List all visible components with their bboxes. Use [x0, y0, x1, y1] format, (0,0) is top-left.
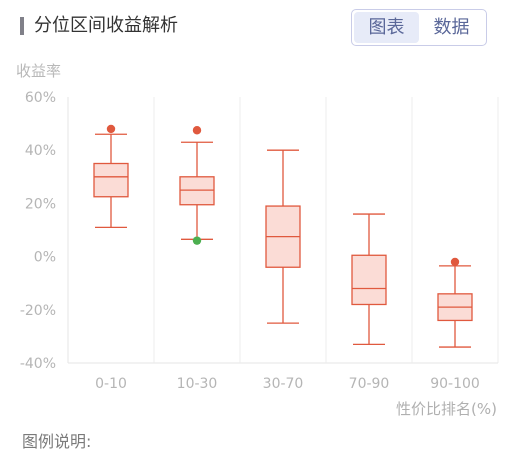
header: 分位区间收益解析 图表 数据: [0, 0, 508, 58]
iqr-box: [93, 162, 129, 198]
y-axis-label: 收益率: [16, 62, 62, 80]
view-toggle: 图表 数据: [351, 9, 487, 46]
box-30-70: [265, 149, 301, 324]
outlier-point: [192, 126, 202, 135]
iqr-box: [351, 254, 387, 306]
data-view-button[interactable]: 数据: [433, 17, 470, 38]
box-0-10: [93, 124, 129, 228]
outlier-point: [106, 124, 116, 134]
x-tick-labels: 0-10 10-30 30-70 70-90 90-100: [95, 376, 480, 392]
y-tick-label: 0%: [34, 250, 56, 266]
x-tick-label: 90-100: [430, 376, 480, 392]
legend-explanation-title: 图例说明:: [22, 432, 92, 451]
box-layer: [93, 124, 473, 348]
box-90-100: [437, 257, 473, 348]
grid-layer: [67, 97, 499, 364]
chart-view-button[interactable]: 图表: [354, 12, 419, 43]
y-tick-label: -40%: [20, 356, 56, 372]
iqr-box: [179, 176, 215, 206]
y-tick-label: 20%: [25, 196, 56, 212]
box-10-30: [179, 126, 215, 245]
page-title: 分位区间收益解析: [34, 15, 178, 36]
y-tick-label: 60%: [25, 90, 56, 106]
title-accent-bar: [20, 17, 24, 35]
outlier-point: [450, 257, 460, 267]
y-tick-label: -20%: [20, 303, 56, 319]
x-tick-label: 30-70: [263, 376, 304, 392]
x-axis-label: 性价比排名(%): [396, 400, 497, 418]
x-tick-label: 0-10: [95, 376, 127, 392]
outlier-point: [192, 236, 202, 245]
box-70-90: [351, 213, 387, 346]
y-tick-labels: -40% -20% 0% 20% 40% 60%: [20, 90, 56, 372]
x-tick-label: 10-30: [177, 376, 218, 392]
x-tick-label: 70-90: [349, 376, 390, 392]
y-tick-label: 40%: [25, 143, 56, 159]
